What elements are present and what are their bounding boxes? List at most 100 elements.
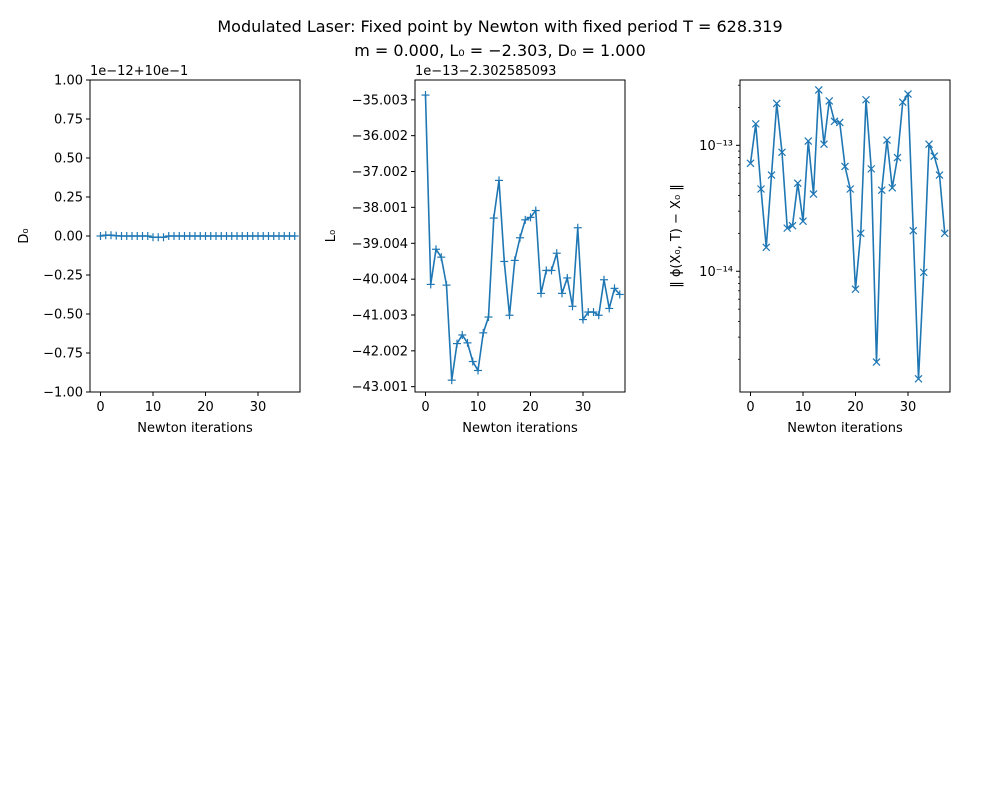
y-tick-label: −42.002 — [352, 344, 408, 359]
data-point — [500, 257, 509, 266]
data-point — [909, 226, 918, 235]
figure-title-line2: m = 0.000, L₀ = −2.303, D₀ = 1.000 — [354, 41, 646, 60]
data-point — [495, 176, 503, 185]
marker-stroke — [867, 164, 876, 173]
panel-l0: 0 10 20 30 −35.003 −36.002 −37.002 −38.001 −39.0… — [324, 64, 626, 436]
data-point — [751, 119, 760, 128]
y-tick-label: −1.00 — [43, 386, 83, 401]
y-tick-label: −41.003 — [352, 309, 408, 324]
data-point — [563, 273, 572, 282]
data-point — [898, 98, 907, 107]
y-tick-label: 0.50 — [54, 152, 83, 167]
marker-stroke — [804, 137, 813, 146]
data-point — [862, 95, 870, 104]
data-point — [600, 275, 608, 284]
data-point — [573, 223, 582, 232]
y-axis-label: ‖ ϕ(X₀, T) − X₀ ‖ — [669, 184, 684, 288]
marker-stroke — [825, 97, 834, 105]
y-tick-label: −36.002 — [352, 129, 408, 144]
data-point — [547, 266, 556, 275]
marker-stroke — [883, 136, 891, 145]
data-point — [510, 256, 519, 265]
y-tick-label: −39.004 — [352, 237, 408, 252]
data-point — [757, 185, 765, 193]
marker-stroke — [799, 217, 807, 226]
data-point — [935, 171, 944, 180]
data-point — [447, 376, 456, 385]
marker-stroke — [925, 140, 933, 149]
panel-residual: 0 10 20 30 10⁻¹³ 10⁻¹⁴ Newton iterations ‖ ϕ(X₀… — [669, 79, 951, 436]
data-point — [799, 217, 807, 226]
data-point — [432, 245, 440, 254]
data-point — [552, 249, 561, 258]
offset-label: 1e−12+10e−1 — [90, 64, 188, 79]
data-point — [610, 284, 619, 293]
data-point — [474, 366, 482, 375]
marker-stroke — [862, 95, 870, 104]
data-point — [804, 137, 813, 146]
x-tick-label: 0 — [421, 400, 429, 415]
marker-stroke — [851, 285, 860, 294]
y-axis-label: D₀ — [17, 228, 32, 243]
data-point — [778, 148, 786, 157]
data-point — [594, 311, 603, 320]
axes-frame — [414, 79, 626, 393]
x-tick-label: 30 — [900, 400, 917, 415]
data-point — [825, 97, 834, 105]
marker-stroke — [919, 268, 928, 277]
marker-stroke — [930, 152, 939, 161]
marker-stroke — [757, 185, 765, 193]
data-point — [526, 213, 535, 222]
x-tick-label: 0 — [96, 400, 104, 415]
data-point — [841, 162, 849, 171]
data-point — [919, 268, 928, 277]
data-point — [589, 308, 598, 317]
data-point — [463, 338, 472, 347]
x-axis-label: Newton iterations — [137, 421, 253, 436]
marker-stroke — [778, 148, 786, 157]
marker-stroke — [940, 229, 949, 238]
data-point — [835, 118, 844, 127]
data-point — [484, 313, 493, 322]
data-point — [914, 374, 923, 383]
data-point — [872, 358, 881, 367]
y-tick-label: −0.75 — [43, 347, 83, 362]
x-tick-label: 30 — [250, 400, 267, 415]
marker-stroke — [820, 140, 828, 149]
data-point — [888, 183, 897, 192]
data-point — [437, 253, 446, 262]
data-point — [940, 229, 949, 238]
data-point — [290, 232, 299, 240]
x-tick-label: 20 — [847, 400, 864, 415]
y-tick-label: 1.00 — [54, 74, 83, 89]
marker-stroke — [746, 159, 755, 168]
data-point — [579, 315, 587, 324]
marker-stroke — [841, 162, 849, 171]
marker-stroke — [809, 190, 818, 199]
data-point — [925, 140, 933, 149]
data-point — [814, 86, 823, 94]
y-tick-label: −0.50 — [43, 308, 83, 323]
data-point — [521, 215, 530, 224]
marker-stroke — [751, 119, 760, 128]
marker-stroke — [898, 98, 907, 107]
data-point — [421, 91, 430, 100]
y-tick-label: 10⁻¹³ — [699, 139, 733, 154]
data-point — [468, 357, 477, 366]
axes-frame — [739, 79, 951, 393]
marker-stroke — [767, 171, 776, 180]
marker-stroke — [788, 221, 797, 230]
data-point — [877, 186, 886, 195]
panel-d0: 0 10 20 30 1.00 0.75 0.50 0.25 0.00 −0.25 −0.50 −0.… — [17, 64, 301, 436]
y-tick-label: 0.25 — [54, 191, 83, 206]
offset-label: 1e−13−2.302585093 — [415, 64, 556, 79]
data-point — [904, 90, 912, 99]
data-point — [537, 289, 545, 298]
y-axis-label: L₀ — [324, 230, 339, 242]
marker-stroke — [856, 229, 865, 238]
marker-stroke — [935, 171, 944, 180]
y-tick-label: −0.25 — [43, 269, 83, 284]
x-tick-label: 10 — [470, 400, 487, 415]
series-line — [424, 95, 621, 381]
